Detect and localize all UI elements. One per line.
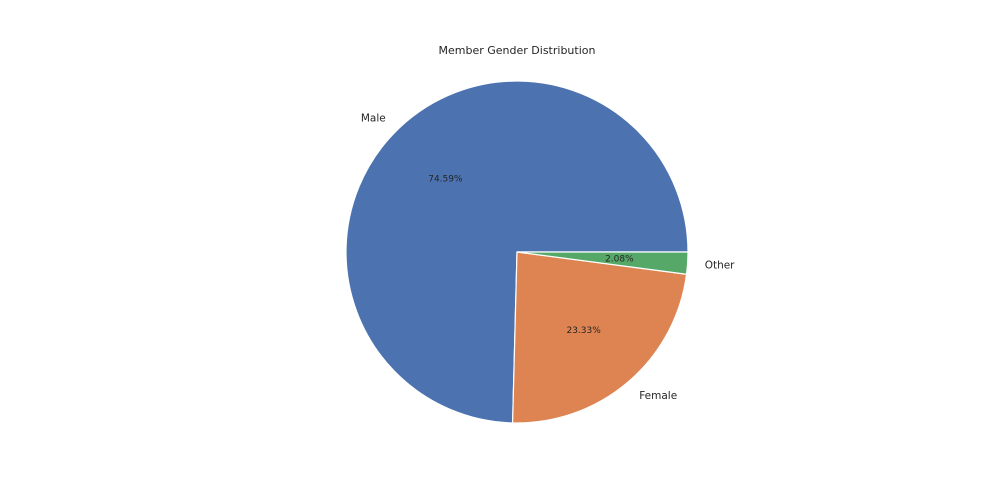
pie-slice-female (512, 251, 688, 424)
pie-slices (345, 80, 689, 424)
slice-label-male: Male (361, 112, 386, 124)
pct-label-male: 74.59% (428, 175, 463, 185)
chart-title: Member Gender Distribution (439, 44, 596, 57)
pct-label-female: 23.33% (566, 326, 601, 336)
pie-labels: Male 74.59% Female 23.33% Other 2.08% (361, 112, 735, 402)
pct-label-other: 2.08% (605, 255, 634, 265)
slice-label-other: Other (705, 259, 735, 271)
slice-label-female: Female (639, 390, 677, 402)
pie-slice-other (516, 251, 689, 275)
